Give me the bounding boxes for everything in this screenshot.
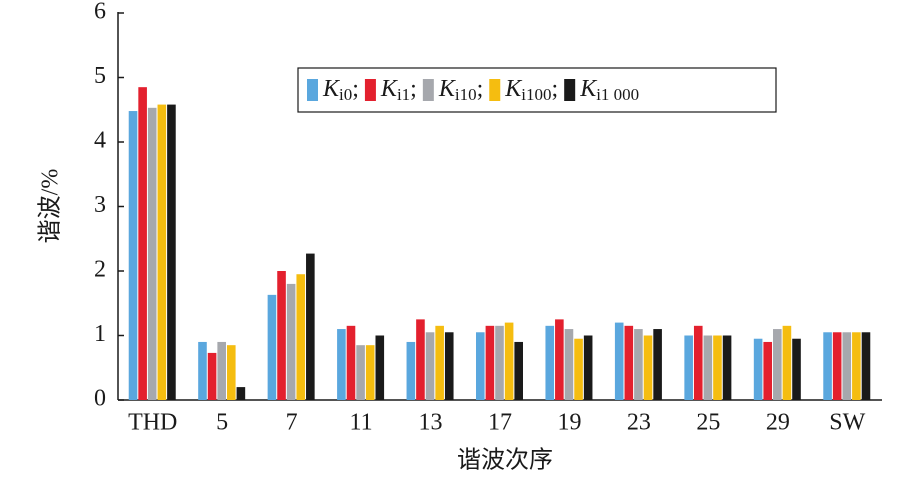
bar — [564, 329, 574, 400]
y-tick-label: 5 — [94, 63, 106, 89]
bar — [198, 341, 207, 400]
y-tick-label: 1 — [94, 321, 106, 347]
bar — [684, 335, 693, 400]
bar — [555, 319, 564, 400]
bar — [277, 271, 286, 400]
bar — [842, 332, 852, 400]
legend-label: Ki10; — [438, 76, 483, 104]
bar — [643, 335, 653, 400]
bar — [306, 253, 315, 400]
bar — [614, 322, 624, 400]
bar — [634, 329, 643, 400]
x-tick-label: 25 — [696, 410, 720, 436]
y-tick-label: 0 — [94, 386, 106, 412]
bar — [763, 341, 773, 400]
y-tick-label: 4 — [94, 128, 106, 154]
bar — [713, 335, 722, 400]
legend-swatch — [422, 79, 434, 101]
bar — [832, 332, 842, 400]
bar — [823, 332, 832, 400]
bar — [416, 319, 425, 400]
legend-label: Ki1 000 — [579, 76, 639, 104]
bar — [346, 325, 356, 400]
bar — [286, 283, 296, 400]
bar — [476, 332, 485, 400]
legend-swatch — [489, 79, 501, 101]
bar — [504, 322, 514, 400]
x-tick-label: 5 — [216, 410, 228, 436]
x-tick-label: 29 — [766, 410, 790, 436]
bar — [722, 335, 732, 400]
bar — [425, 332, 435, 400]
legend-label: Ki100; — [504, 76, 558, 104]
bar — [852, 332, 861, 400]
x-tick-label: 17 — [488, 410, 512, 436]
bar — [495, 325, 504, 400]
y-tick-label: 2 — [94, 257, 106, 283]
bar — [753, 338, 763, 400]
bar — [485, 325, 495, 400]
x-tick-label: 11 — [350, 410, 373, 436]
bar — [653, 329, 662, 400]
bar — [583, 335, 593, 400]
bar — [861, 332, 871, 400]
legend-swatch — [307, 79, 318, 101]
bar — [207, 352, 217, 400]
bar — [792, 338, 801, 400]
y-tick-label: 6 — [94, 0, 106, 25]
bar — [773, 329, 782, 400]
bar — [147, 107, 157, 400]
bar — [236, 387, 246, 400]
bar — [514, 341, 523, 400]
bar — [435, 325, 444, 400]
bar — [444, 332, 454, 400]
bar — [167, 104, 176, 400]
bar — [217, 341, 226, 400]
bar — [267, 294, 277, 400]
legend-swatch — [364, 79, 376, 101]
x-tick-label: 23 — [627, 410, 651, 436]
bar — [574, 338, 583, 400]
legend-label: Ki0; — [322, 76, 359, 104]
y-axis-label: 谐波/% — [37, 169, 64, 244]
x-tick-label: 7 — [286, 410, 298, 436]
bar — [703, 335, 713, 400]
bar — [356, 345, 365, 400]
bar — [545, 325, 555, 400]
y-tick-label: 3 — [94, 192, 106, 218]
x-tick-label: SW — [829, 410, 865, 436]
bar — [296, 274, 306, 400]
bar — [128, 111, 138, 400]
bar — [624, 325, 634, 400]
bar — [226, 345, 236, 400]
bar — [693, 325, 703, 400]
bar — [782, 325, 792, 400]
bar — [138, 87, 147, 401]
legend-swatch — [564, 79, 576, 101]
x-tick-label: 19 — [557, 410, 581, 436]
bar — [157, 104, 167, 400]
x-tick-label: 13 — [419, 410, 443, 436]
legend-label: Ki1; — [380, 76, 417, 104]
bar — [406, 341, 416, 400]
bar — [365, 345, 375, 400]
bar — [375, 335, 385, 400]
x-tick-label: THD — [128, 410, 177, 436]
x-axis-label: 谐波次序 — [457, 447, 553, 474]
legend-box — [297, 67, 777, 113]
bar — [337, 329, 346, 400]
